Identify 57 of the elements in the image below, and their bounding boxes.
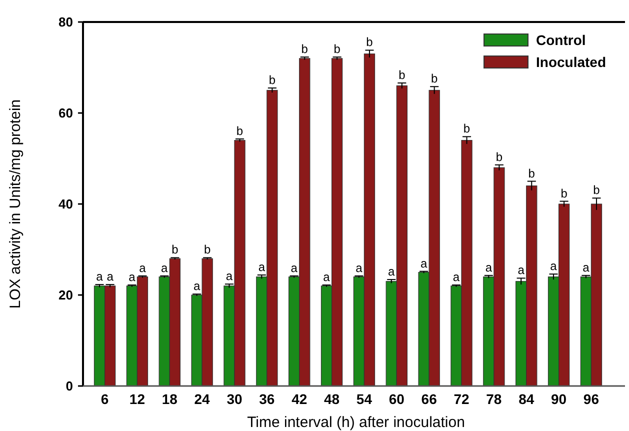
data-label: b — [172, 242, 179, 257]
data-label: a — [161, 260, 168, 275]
x-tick-label: 30 — [226, 391, 242, 407]
data-label: a — [356, 260, 363, 275]
x-axis-title: Time interval (h) after inoculation — [247, 414, 465, 431]
data-label: a — [128, 270, 136, 284]
data-label: b — [560, 186, 568, 200]
x-tick-label: 84 — [518, 391, 534, 407]
data-label: b — [496, 150, 503, 164]
x-tick-label: 18 — [162, 391, 178, 407]
data-label: b — [431, 72, 438, 86]
x-tick-label: 36 — [259, 391, 275, 407]
data-label: a — [139, 260, 146, 275]
data-label: a — [96, 270, 104, 284]
data-label: b — [528, 166, 536, 180]
data-label: b — [268, 72, 276, 87]
x-tick-label: 66 — [421, 391, 438, 407]
data-label: a — [290, 260, 298, 275]
data-label: b — [301, 42, 308, 56]
data-label: a — [226, 269, 233, 284]
data-label: a — [323, 270, 330, 284]
data-label: b — [334, 42, 341, 56]
x-tick-label: 90 — [551, 391, 567, 407]
y-tick-label: 20 — [58, 288, 73, 303]
y-tick-label: 80 — [58, 14, 73, 30]
legend-label: Control — [536, 32, 586, 48]
data-label: b — [366, 35, 374, 50]
data-label: a — [550, 259, 558, 274]
data-label: a — [582, 260, 590, 274]
x-tick-label: 54 — [356, 391, 372, 407]
y-tick-label: 40 — [58, 196, 73, 212]
data-label: b — [236, 124, 244, 138]
x-tick-label: 12 — [129, 391, 146, 407]
data-label: a — [518, 263, 525, 278]
data-label: b — [463, 122, 470, 136]
x-tick-label: 48 — [324, 391, 340, 407]
data-label: b — [398, 68, 406, 82]
data-label: b — [593, 183, 600, 198]
x-tick-label: 24 — [194, 391, 210, 407]
x-tick-label: 60 — [388, 391, 405, 407]
data-label: a — [452, 270, 460, 284]
data-label: a — [193, 279, 200, 294]
legend-label: Inoculated — [536, 54, 606, 70]
data-label: a — [485, 260, 492, 274]
x-tick-label: 78 — [486, 391, 502, 407]
y-axis-title: LOX activity in Units/mg protein — [7, 99, 24, 309]
data-label: a — [420, 256, 428, 270]
data-label: a — [106, 270, 114, 284]
x-tick-label: 72 — [454, 391, 470, 407]
x-tick-label: 6 — [100, 391, 109, 407]
data-label: b — [204, 242, 211, 257]
y-tick-label: 60 — [58, 106, 73, 121]
data-label: a — [388, 264, 396, 279]
y-tick-label: 0 — [66, 378, 73, 394]
x-tick-label: 42 — [292, 391, 308, 407]
x-tick-label: 96 — [583, 391, 600, 407]
data-label: a — [258, 260, 266, 274]
